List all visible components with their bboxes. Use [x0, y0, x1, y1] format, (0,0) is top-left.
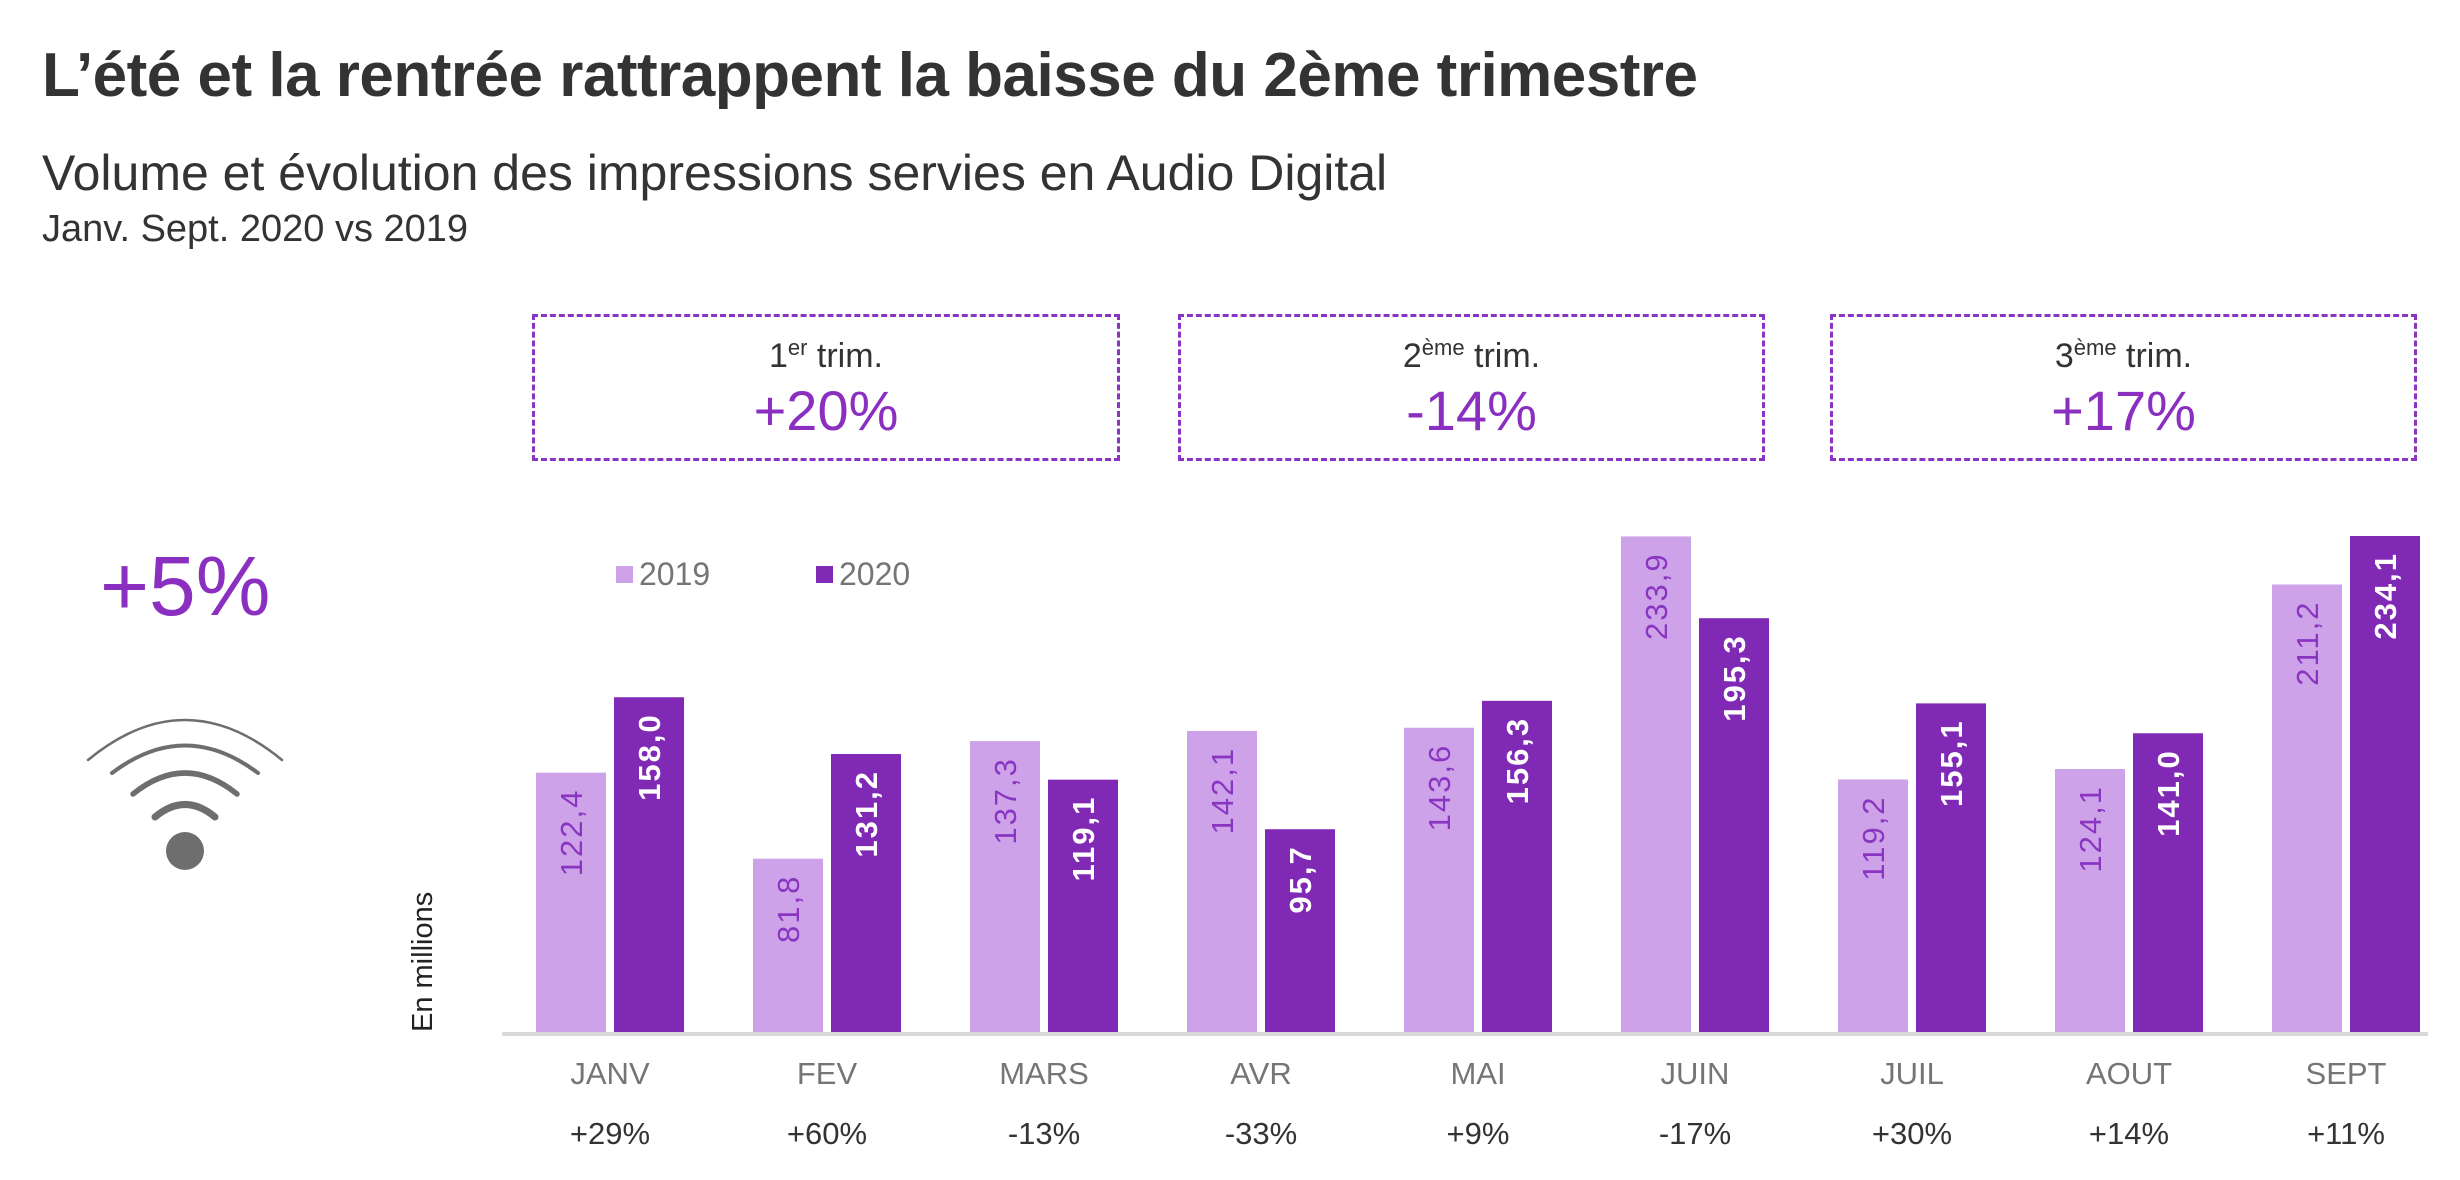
x-tick-label-avr: AVR: [1230, 1056, 1291, 1091]
bar-2019-aout: [2055, 769, 2125, 1032]
data-label-2019-mars: 137,3: [988, 757, 1023, 845]
quarter-growth: +20%: [753, 379, 899, 442]
bar-2020-juin: [1699, 618, 1769, 1032]
x-tick-label-janv: JANV: [570, 1056, 650, 1091]
wifi-arc-2: [110, 743, 260, 775]
bar-2019-sept: [2272, 584, 2342, 1032]
data-label-2019-mai: 143,6: [1422, 744, 1457, 832]
bar-2020-fev: [831, 754, 901, 1032]
data-label-2019-aout: 124,1: [2073, 785, 2108, 873]
quarter-box-q2: 2ème trim. -14%: [1178, 314, 1765, 461]
quarter-text: trim.: [807, 337, 884, 375]
growth-labels: +29% +60% -13% -33% +9% -17% +30% +14% +11%: [570, 1116, 2385, 1151]
x-tick-label-sept: SEPT: [2306, 1056, 2387, 1091]
x-tick-label-aout: AOUT: [2086, 1056, 2172, 1091]
data-label-2019-juil: 119,2: [1856, 795, 1891, 880]
x-tick-label-fev: FEV: [797, 1056, 858, 1091]
growth-label-mai: +9%: [1447, 1116, 1510, 1151]
quarter-growth: -14%: [1406, 379, 1537, 442]
data-label-2020-juil: 155,1: [1934, 719, 1969, 807]
bar-2019-juin: [1621, 536, 1691, 1032]
data-label-2019-juin: 233,9: [1639, 552, 1674, 640]
bar-2020-sept: [2350, 536, 2420, 1032]
x-tick-labels: JANV FEV MARS AVR MAI JUIN JUIL AOUT SEPT: [570, 1056, 2386, 1091]
growth-label-juin: -17%: [1659, 1116, 1731, 1151]
quarter-number: 1: [768, 337, 788, 375]
x-tick-label-mars: MARS: [999, 1056, 1089, 1091]
bar-2019-fev: [753, 858, 823, 1032]
quarter-growth: +17%: [2051, 379, 2196, 442]
data-label-2020-mai: 156,3: [1500, 717, 1535, 805]
legend-item-2019: 2019: [616, 556, 710, 593]
quarter-label: 2ème trim.: [1181, 335, 1762, 376]
growth-label-mars: -13%: [1008, 1116, 1080, 1151]
wifi-arc-3: [130, 770, 240, 797]
data-label-2020-juin: 195,3: [1717, 634, 1752, 722]
wifi-dot: [166, 832, 204, 870]
x-tick-label-mai: MAI: [1450, 1056, 1505, 1091]
legend-label-2020: 2020: [839, 556, 911, 592]
bar-2019-juil: [1838, 779, 1908, 1032]
quarter-ordinal: er: [787, 335, 808, 360]
data-label-2019-avr: 142,1: [1205, 747, 1240, 835]
bar-2020-aout: [2133, 733, 2203, 1032]
data-label-2019-janv: 122,4: [554, 789, 589, 877]
y-axis-label: En millions: [407, 892, 439, 1032]
quarter-box-q3: 3ème trim. +17%: [1830, 314, 2417, 461]
bars-layer: 122,4 158,0 81,8 131,2 137,3 119,1 142,1 95,7 14…: [536, 536, 2420, 1032]
data-label-2020-fev: 131,2: [849, 770, 884, 858]
quarter-ordinal: ème: [2073, 335, 2117, 360]
data-label-2020-sept: 234,1: [2368, 552, 2403, 640]
bar-2020-janv: [614, 697, 684, 1032]
data-label-2020-janv: 158,0: [632, 713, 667, 801]
page-title: L’été et la rentrée rattrappent la baiss…: [42, 41, 1698, 110]
data-label-2020-mars: 119,1: [1066, 796, 1101, 882]
bar-2019-mars: [970, 741, 1040, 1032]
quarter-number: 3: [2054, 337, 2074, 375]
data-label-2020-aout: 141,0: [2151, 749, 2186, 837]
growth-label-sept: +11%: [2307, 1116, 2385, 1151]
data-label-2020-avr: 95,7: [1283, 845, 1318, 913]
quarter-text: trim.: [1464, 337, 1541, 375]
x-tick-label-juil: JUIL: [1880, 1056, 1944, 1091]
legend-item-2020: 2020: [816, 556, 910, 593]
legend-swatch-2019: [616, 566, 633, 583]
quarter-label: 1er trim.: [535, 335, 1117, 376]
growth-label-aout: +14%: [2089, 1116, 2169, 1151]
x-tick-label-juin: JUIN: [1661, 1056, 1730, 1091]
growth-label-juil: +30%: [1872, 1116, 1952, 1151]
legend-label-2019: 2019: [639, 556, 711, 592]
quarter-text: trim.: [2116, 337, 2193, 375]
bar-2019-mai: [1404, 727, 1474, 1032]
data-label-2019-sept: 211,2: [2290, 601, 2325, 686]
bar-2020-juil: [1916, 703, 1986, 1032]
wifi-arc-4: [151, 801, 219, 821]
quarter-number: 2: [1402, 337, 1422, 375]
quarter-ordinal: ème: [1421, 335, 1465, 360]
total-growth: +5%: [100, 539, 271, 633]
bar-2020-mars: [1048, 779, 1118, 1032]
legend-swatch-2020: [816, 566, 833, 583]
chart-subtitle: Volume et évolution des impressions serv…: [42, 145, 1388, 201]
data-label-2019-fev: 81,8: [771, 875, 806, 943]
growth-label-fev: +60%: [787, 1116, 867, 1151]
growth-label-janv: +29%: [570, 1116, 650, 1151]
quarter-label: 3ème trim.: [1833, 335, 2414, 376]
wifi-arc-1: [86, 718, 284, 762]
quarter-box-q1: 1er trim. +20%: [532, 314, 1120, 461]
bar-2019-janv: [536, 772, 606, 1032]
wifi-icon: [86, 718, 284, 870]
growth-label-avr: -33%: [1225, 1116, 1297, 1151]
bar-2019-avr: [1187, 730, 1257, 1032]
period-label: Janv. Sept. 2020 vs 2019: [42, 208, 469, 250]
bar-2020-avr: [1265, 829, 1335, 1032]
bar-2020-mai: [1482, 700, 1552, 1032]
